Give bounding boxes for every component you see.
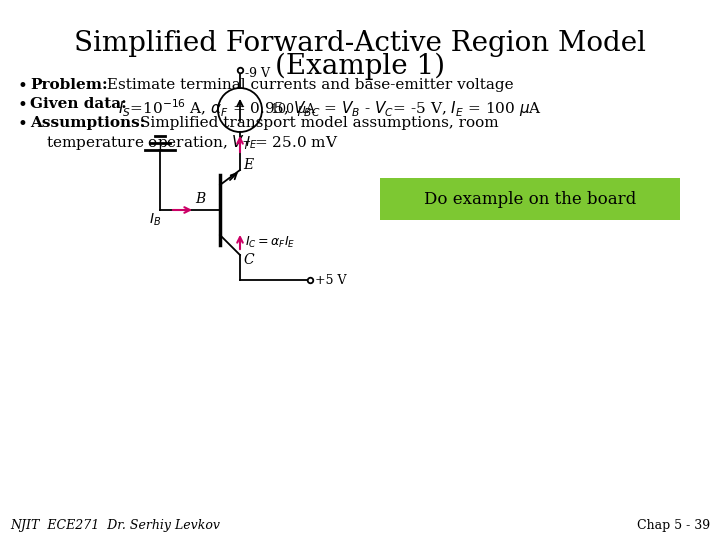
Text: 100 $\mu$A: 100 $\mu$A: [270, 102, 317, 118]
Text: -9 V: -9 V: [245, 67, 270, 80]
Text: NJIT  ECE271  Dr. Serhiy Levkov: NJIT ECE271 Dr. Serhiy Levkov: [10, 519, 220, 532]
Text: Do example on the board: Do example on the board: [424, 191, 636, 207]
Text: temperature operation, $V_T$ = 25.0 mV: temperature operation, $V_T$ = 25.0 mV: [46, 133, 338, 152]
Text: Chap 5 - 39: Chap 5 - 39: [637, 519, 710, 532]
Text: +5 V: +5 V: [315, 273, 346, 287]
Text: •: •: [18, 78, 28, 95]
Text: $I_B$: $I_B$: [149, 212, 161, 228]
Text: (Example 1): (Example 1): [275, 53, 445, 80]
Text: E: E: [243, 158, 253, 172]
Text: B: B: [195, 192, 205, 206]
Text: •: •: [18, 116, 28, 133]
Text: •: •: [18, 97, 28, 114]
Text: C: C: [243, 253, 253, 267]
Text: Assumptions:: Assumptions:: [30, 116, 145, 130]
FancyBboxPatch shape: [380, 178, 680, 220]
Text: $I_E$: $I_E$: [245, 135, 257, 151]
Text: Estimate terminal currents and base-emitter voltage: Estimate terminal currents and base-emit…: [102, 78, 513, 92]
Text: Given data:: Given data:: [30, 97, 127, 111]
Text: Simplified Forward-Active Region Model: Simplified Forward-Active Region Model: [74, 30, 646, 57]
Text: $I_S$=10$^{-16}$ A, $\alpha_F$ = 0.95, $V_{BC}$ = $V_B$ - $V_C$= -5 V, $I_E$ = 1: $I_S$=10$^{-16}$ A, $\alpha_F$ = 0.95, $…: [118, 97, 542, 119]
Text: Problem:: Problem:: [30, 78, 107, 92]
Text: Simplified transport model assumptions, room: Simplified transport model assumptions, …: [140, 116, 499, 130]
Text: $I_C = \alpha_F I_E$: $I_C = \alpha_F I_E$: [245, 234, 295, 249]
